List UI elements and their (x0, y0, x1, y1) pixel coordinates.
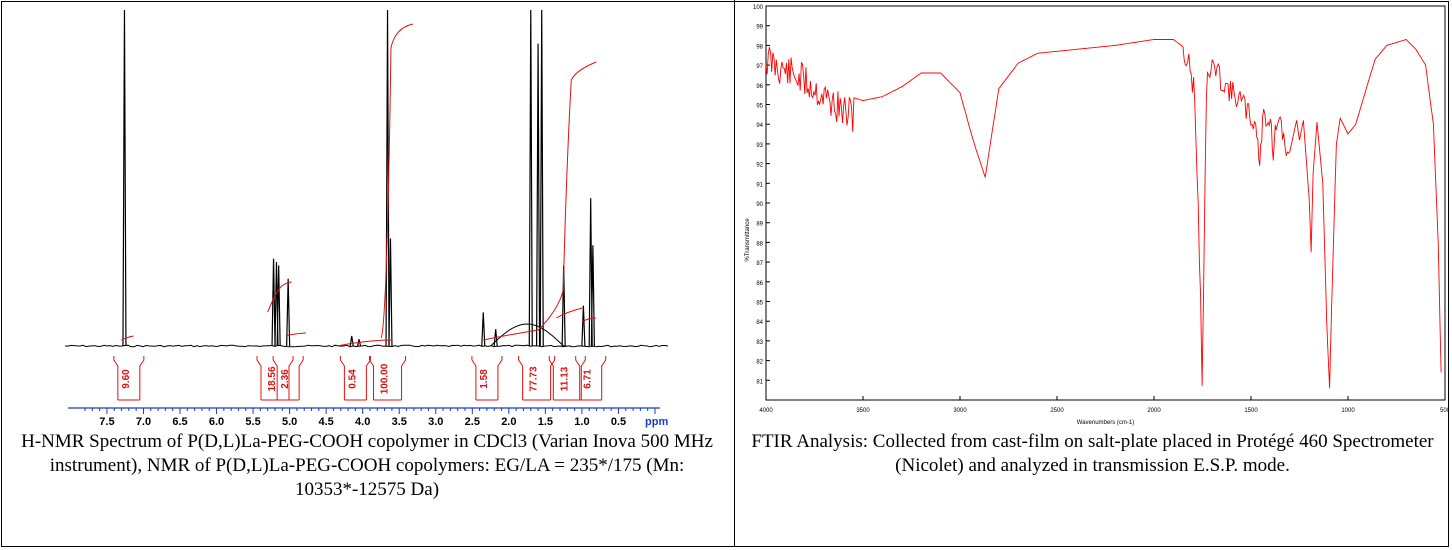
nmr-integral-value: 77.73 (529, 366, 540, 391)
nmr-integral-bracket-4 (369, 356, 407, 401)
ftir-x-tick-label: 500 (1440, 408, 1448, 414)
nmr-baseline (64, 344, 669, 348)
nmr-peak-15 (581, 305, 586, 347)
nmr-integral-curve-3 (337, 339, 393, 347)
nmr-x-tick-label: 6.0 (209, 416, 224, 428)
nmr-x-tick-label: 7.5 (99, 416, 114, 428)
nmr-x-tick-label: 1.0 (574, 416, 589, 428)
ftir-caption: FTIR Analysis: Collected from cast-film … (751, 431, 1434, 476)
nmr-integral-curve-0 (121, 335, 134, 341)
nmr-integral-value: 11.13 (559, 366, 570, 391)
ftir-x-tick-label: 3500 (856, 408, 870, 414)
nmr-integral-value: 6.71 (583, 369, 594, 389)
nmr-peak-13 (539, 9, 544, 347)
ftir-y-tick-label: 84 (756, 320, 763, 326)
ftir-x-tick-label: 3000 (953, 408, 967, 414)
nmr-integral-curve-6 (556, 307, 583, 319)
nmr-x-tick-label: 1.5 (538, 416, 553, 428)
nmr-x-tick-label: 5.5 (245, 416, 260, 428)
nmr-integral-bracket-8 (575, 356, 607, 401)
nmr-peak-12 (535, 43, 541, 347)
ftir-y-tick-label: 94 (756, 123, 763, 129)
ftir-y-tick-label: 85 (756, 301, 763, 307)
ftir-x-label: Wavenumbers (cm-1) (1077, 420, 1134, 426)
ftir-y-tick-label: 98 (756, 44, 763, 50)
nmr-peak-6 (356, 339, 362, 347)
ftir-y-tick-label: 90 (756, 202, 763, 208)
nmr-x-tick-label: 2.5 (465, 416, 480, 428)
nmr-x-tick-label: 4.0 (355, 416, 370, 428)
nmr-peak-17 (590, 245, 595, 347)
ftir-y-tick-label: 97 (756, 64, 763, 70)
nmr-x-tick-label: 5.0 (282, 416, 297, 428)
nmr-panel: 9.60 18.56 2.36 0.54 100.00 1.58 77.73 11.13 6.7… (21, 9, 713, 500)
nmr-peak-8 (388, 238, 393, 347)
ftir-y-tick-label: 87 (756, 261, 763, 267)
ftir-y-tick-label: 82 (756, 360, 763, 366)
nmr-x-tick-label: 3.0 (428, 416, 443, 428)
ftir-y-tick-label: 83 (756, 340, 763, 346)
nmr-integral-bracket-2 (272, 356, 304, 401)
nmr-integral-bracket-5 (471, 356, 503, 401)
nmr-x-tick-label: 3.5 (392, 416, 407, 428)
nmr-integral-bracket-3 (339, 356, 371, 401)
ftir-y-tick-label: 89 (756, 222, 763, 228)
ftir-y-label: %Transmittance (745, 218, 751, 262)
nmr-broad-hump (490, 323, 571, 347)
nmr-integral-value: 2.36 (280, 369, 291, 389)
ftir-y-tick-label: 92 (756, 163, 763, 169)
ftir-x-tick-label: 1000 (1341, 408, 1355, 414)
nmr-integral-curve-2 (285, 332, 306, 337)
nmr-integral-value: 0.54 (347, 369, 358, 389)
nmr-peak-3 (276, 265, 281, 347)
ftir-plot-frame (765, 5, 1446, 401)
ftir-x-tick-label: 2500 (1050, 408, 1064, 414)
nmr-spectrum: 9.60 18.56 2.36 0.54 100.00 1.58 77.73 11.13 6.7… (64, 9, 669, 428)
ftir-y-tick-label: 86 (756, 281, 763, 287)
nmr-peak-10 (493, 329, 498, 347)
nmr-x-tick-label: 2.0 (501, 416, 516, 428)
nmr-integral-value: 9.60 (121, 369, 132, 389)
nmr-integral-value: 1.58 (479, 369, 490, 389)
ftir-y-tick-label: 88 (756, 241, 763, 247)
nmr-x-tick-label: 0.5 (611, 416, 626, 428)
ftir-y-tick-label: 99 (756, 25, 763, 31)
ftir-y-tick-label: 93 (756, 143, 763, 149)
nmr-peak-11 (528, 9, 533, 347)
nmr-peak-0 (122, 9, 127, 347)
nmr-peak-4 (286, 278, 291, 347)
nmr-peak-7 (385, 9, 390, 347)
nmr-peak-5 (349, 335, 354, 347)
ftir-x-tick-label: 4000 (759, 408, 773, 414)
ftir-y-tick-label: 95 (756, 104, 763, 110)
ftir-x-tick-label: 2000 (1147, 408, 1161, 414)
nmr-integral-bracket-0 (113, 356, 145, 401)
nmr-integral-value: 18.56 (267, 366, 278, 391)
nmr-x-tick-label: 7.0 (136, 416, 151, 428)
nmr-integral-curve-7 (581, 317, 596, 323)
nmr-x-unit: ppm (645, 416, 668, 428)
ftir-y-tick-label: 96 (756, 84, 763, 90)
nmr-peak-1 (271, 258, 276, 347)
nmr-integral-value: 100.00 (380, 363, 391, 394)
ftir-y-tick-label: 100 (753, 5, 764, 11)
nmr-integral-bracket-6 (518, 356, 556, 401)
nmr-integral-curve-5 (483, 61, 597, 341)
ftir-trace (765, 38, 1442, 389)
ftir-y-tick-label: 91 (756, 182, 763, 188)
nmr-integral-bracket-7 (548, 356, 586, 401)
ftir-x-tick-label: 1500 (1244, 408, 1258, 414)
nmr-x-tick-label: 4.5 (319, 416, 334, 428)
nmr-integral-curve-4 (380, 23, 414, 339)
nmr-x-tick-label: 6.5 (172, 416, 187, 428)
ftir-panel: 100 99 98 97 96 95 94 93 92 91 90 89 88 87 86 85 84 83 82 8… (735, 0, 1448, 546)
table-divider (734, 0, 735, 546)
nmr-peak-9 (481, 312, 486, 347)
nmr-integral-curve-1 (267, 281, 292, 313)
nmr-caption: H-NMR Spectrum of P(D,L)La-PEG-COOH copo… (21, 431, 713, 500)
ftir-y-tick-label: 81 (756, 379, 763, 385)
ftir-spectrum: 100 99 98 97 96 95 94 93 92 91 90 89 88 87 86 85 84 83 82 8… (745, 5, 1448, 426)
